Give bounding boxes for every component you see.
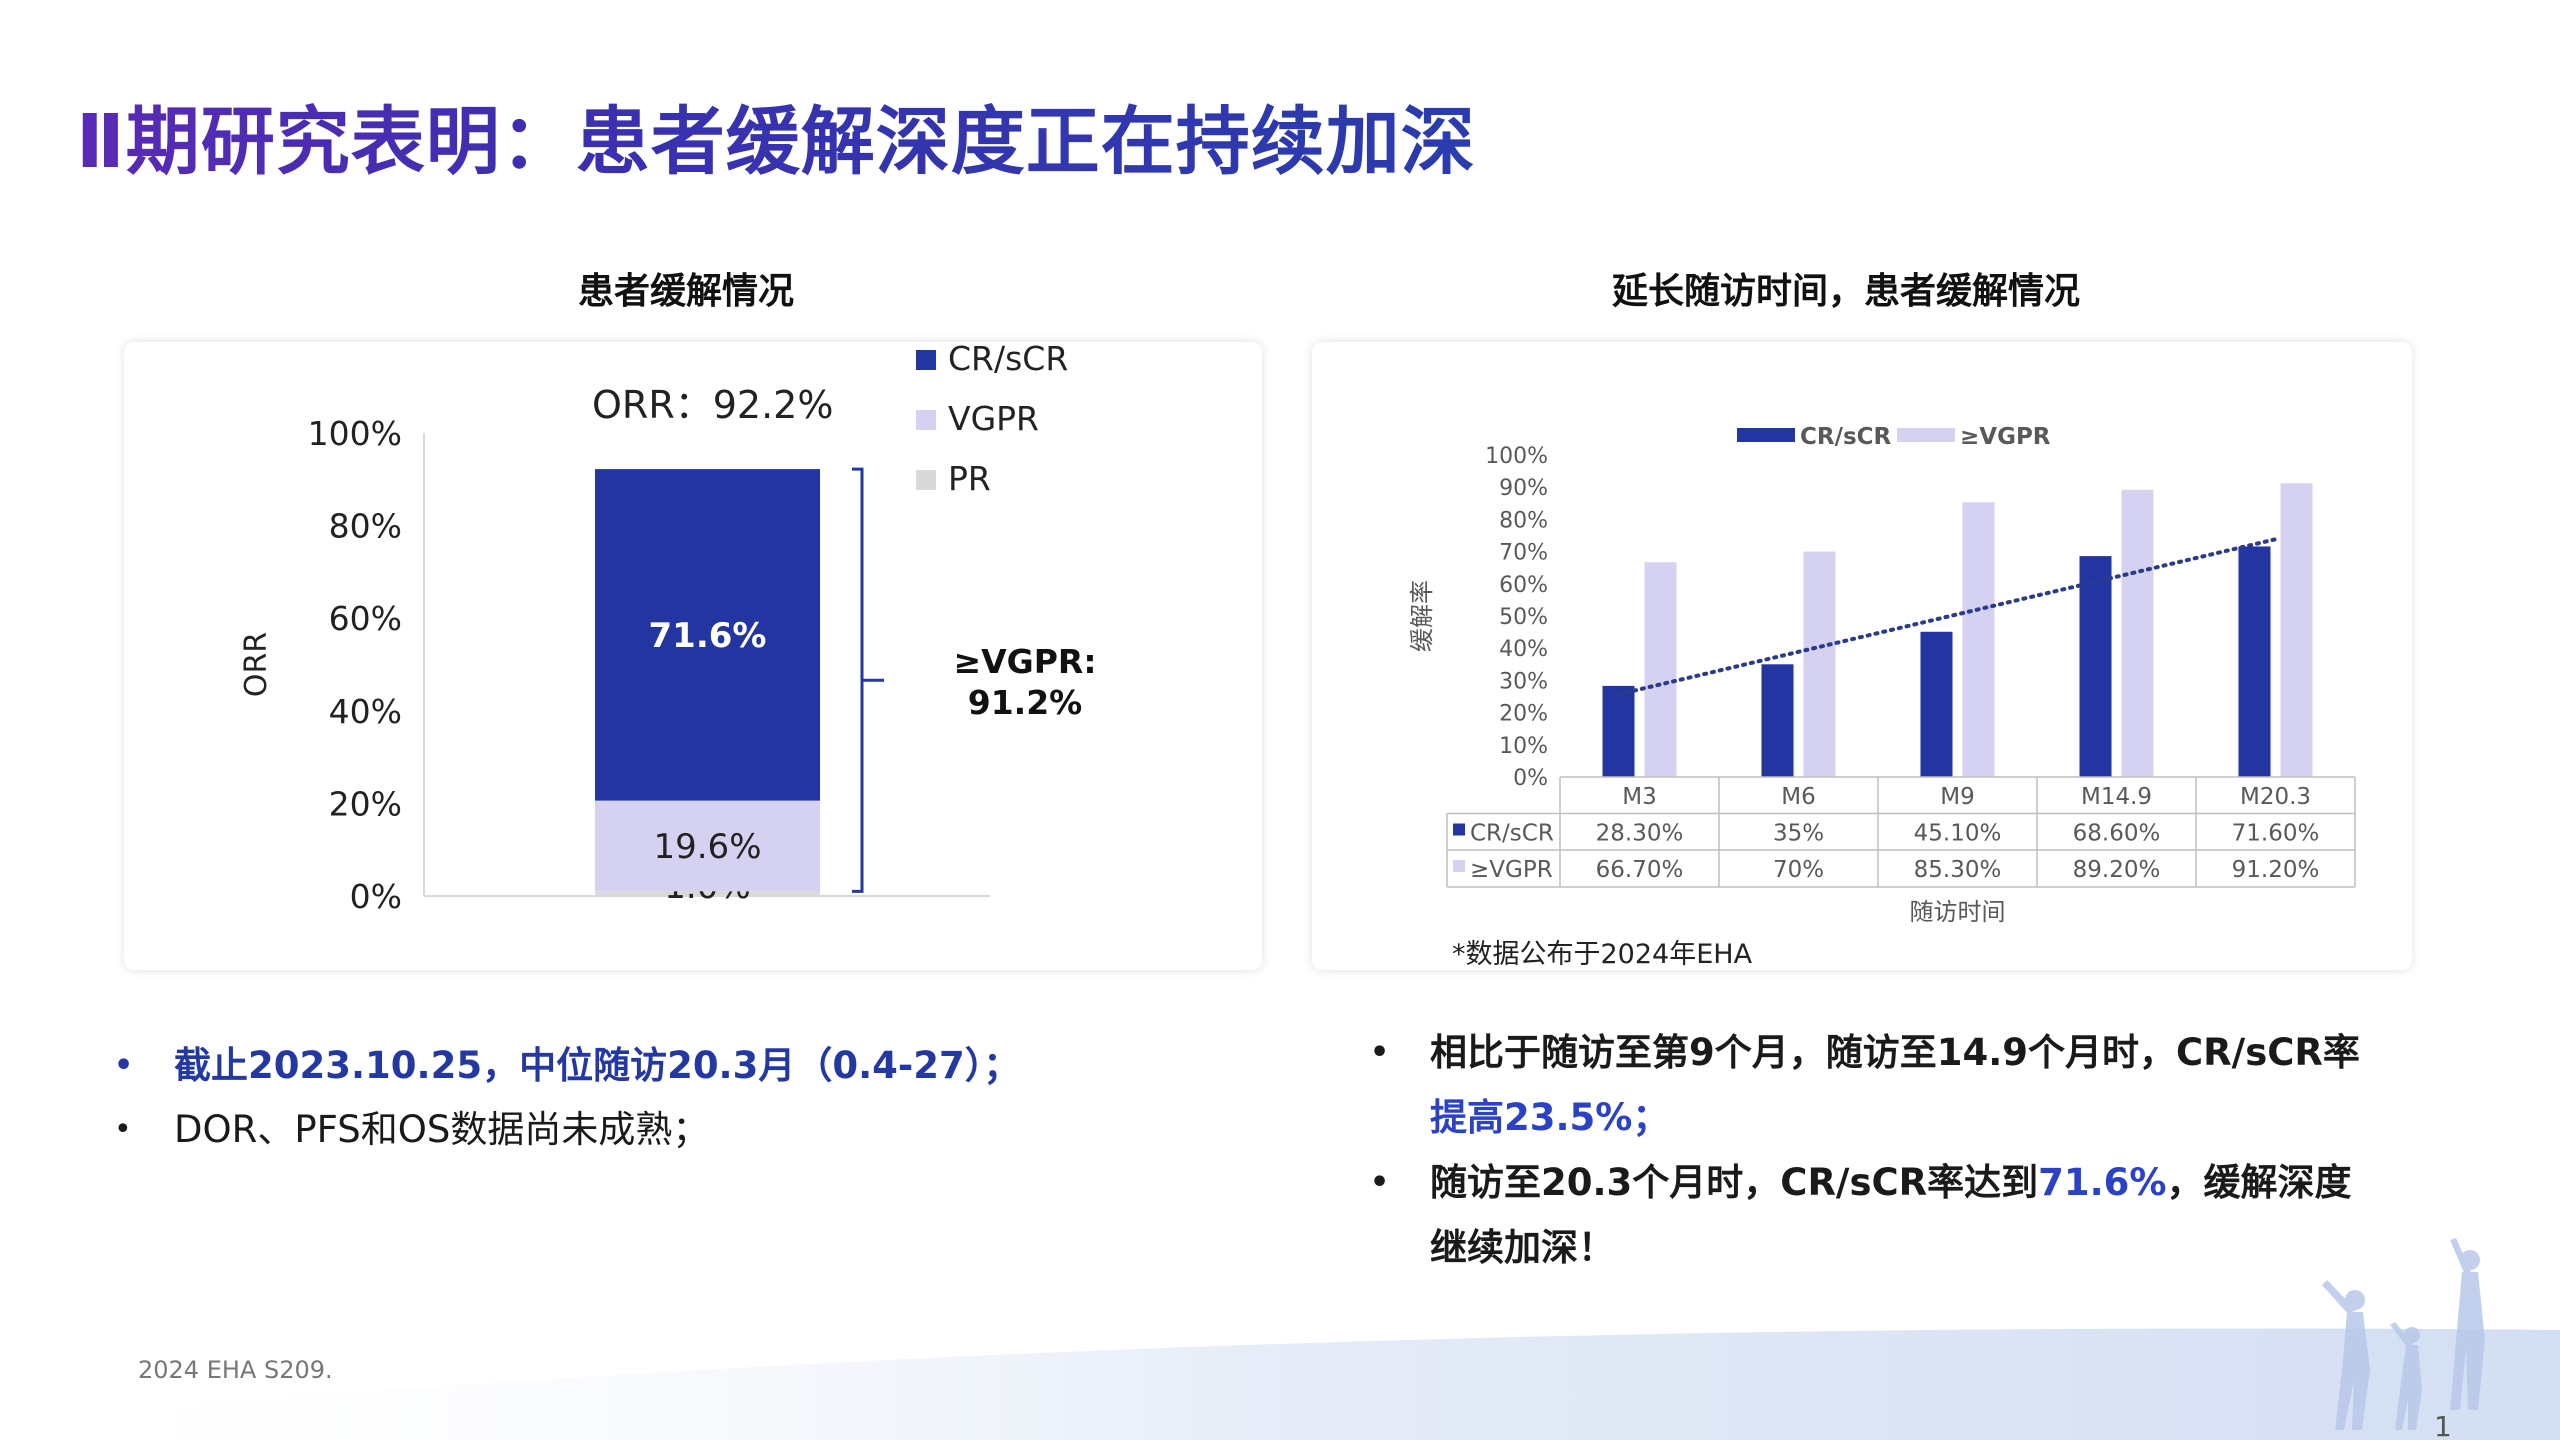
right-legend-label: ≥VGPR xyxy=(1960,424,2051,450)
left-legend-label: VGPR xyxy=(948,399,1039,438)
left-y-tick-label: 80% xyxy=(329,507,402,546)
left-bullet-2-text: DOR、PFS和OS数据尚未成熟； xyxy=(174,1108,710,1151)
right-bar-crscr xyxy=(1761,664,1794,777)
right-panel-title: 延长随访时间，患者缓解情况 xyxy=(1612,271,2081,312)
left-y-tick-label: 0% xyxy=(350,877,402,916)
table-cell-vgpr: 85.30% xyxy=(1914,857,2002,883)
right-y-tick-label: 70% xyxy=(1499,541,1548,566)
right-y-tick-label: 80% xyxy=(1499,508,1548,533)
left-y-tick-label: 40% xyxy=(329,692,402,731)
left-y-axis-title: ORR xyxy=(239,632,274,697)
right-bullet-list: • 相比于随访至第9个月，随访至14.9个月时，CR/sCR率提高23.5%； … xyxy=(1370,1020,2370,1280)
right-bullet-1-text: 相比于随访至第9个月，随访至14.9个月时，CR/sCR率 xyxy=(1430,1031,2360,1074)
right-bullet-2: • 随访至20.3个月时，CR/sCR率达到71.6%，缓解深度继续加深！ xyxy=(1370,1161,2352,1269)
left-legend-swatch xyxy=(916,410,936,430)
right-legend-swatch-crscr xyxy=(1737,428,1795,442)
right-x-category-label: M6 xyxy=(1781,784,1815,810)
left-bar-segment-pr xyxy=(595,891,820,896)
right-bar-vgpr xyxy=(1803,551,1836,777)
left-legend-label: CR/sCR xyxy=(948,339,1068,378)
left-y-tick-label: 20% xyxy=(329,784,402,823)
left-bullet-1: • 截止2023.10.25，中位随访20.3月（0.4-27）； xyxy=(114,1044,1021,1087)
orr-label: ORR：92.2% xyxy=(592,383,833,427)
right-legend-swatch-vgpr xyxy=(1897,428,1955,442)
right-y-tick-label: 0% xyxy=(1513,766,1548,791)
table-cell-crscr: 71.60% xyxy=(2232,821,2320,847)
table-row-key-crscr xyxy=(1453,823,1465,836)
right-bullet-2-text: 随访至20.3个月时，CR/sCR率达到 xyxy=(1430,1161,2039,1204)
right-bar-crscr xyxy=(2079,556,2112,777)
left-bullet-1-text: 截止2023.10.25，中位随访20.3月（0.4-27）； xyxy=(174,1044,1021,1087)
page-title: Ⅱ期研究表明：患者缓解深度正在持续加深 xyxy=(76,82,1476,189)
table-cell-vgpr: 70% xyxy=(1773,857,1824,883)
left-y-tick-label: 100% xyxy=(308,414,402,453)
right-bar-crscr xyxy=(2238,546,2271,777)
right-y-tick-label: 40% xyxy=(1499,637,1548,662)
left-bar-data-label: 19.6% xyxy=(653,827,761,867)
table-row-key-vgpr xyxy=(1453,860,1465,872)
right-y-tick-label: 50% xyxy=(1499,605,1548,630)
table-cell-crscr: 35% xyxy=(1773,821,1824,847)
bracket-label-line1: ≥VGPR: xyxy=(953,642,1096,681)
vgpr-bracket xyxy=(852,467,884,893)
table-cell-crscr: 68.60% xyxy=(2073,821,2161,847)
right-bullet-2-highlight: 71.6% xyxy=(2038,1161,2167,1204)
left-bar-segment-crscr xyxy=(595,469,820,801)
left-bullet-list: • 截止2023.10.25，中位随访20.3月（0.4-27）； • DOR、PF… xyxy=(114,1034,1214,1162)
right-x-category-label: M14.9 xyxy=(2081,784,2152,810)
right-bar-vgpr xyxy=(1962,502,1995,777)
source-note: *数据公布于2024年EHA xyxy=(1452,939,1753,970)
left-legend-swatch xyxy=(916,350,936,370)
right-bullet-1-highlight: 提高23.5%； xyxy=(1430,1096,1670,1139)
right-bar-vgpr xyxy=(2280,483,2313,777)
left-bar-segment-vgpr xyxy=(595,800,820,892)
page-number: 1 xyxy=(2434,1410,2452,1443)
crscr-trendline xyxy=(1616,537,2277,697)
right-bar-crscr xyxy=(1920,631,1953,777)
table-cell-crscr: 28.30% xyxy=(1596,821,1684,847)
table-cell-crscr: 45.10% xyxy=(1914,821,2002,847)
table-row-header: ≥VGPR xyxy=(1470,857,1553,883)
right-y-tick-label: 90% xyxy=(1499,476,1548,501)
right-bullet-2-text-end: ，缓解深度继续加深！ xyxy=(1430,1161,2352,1269)
left-legend-label: PR xyxy=(948,459,991,498)
table-row-header: CR/sCR xyxy=(1470,821,1554,847)
table-cell-vgpr: 91.20% xyxy=(2232,857,2320,883)
right-y-tick-label: 30% xyxy=(1499,669,1548,694)
right-y-tick-label: 20% xyxy=(1499,702,1548,727)
right-y-tick-label: 100% xyxy=(1485,444,1548,469)
right-bar-crscr xyxy=(1602,685,1635,777)
bracket-label-line2: 91.2% xyxy=(968,683,1083,722)
right-y-tick-label: 10% xyxy=(1499,734,1548,759)
table-cell-vgpr: 66.70% xyxy=(1596,857,1684,883)
citation-footnote: 2024 EHA S209. xyxy=(138,1356,333,1384)
left-legend-swatch xyxy=(916,470,936,490)
right-y-axis-title: 缓解率 xyxy=(1408,580,1436,652)
right-legend-label: CR/sCR xyxy=(1800,424,1892,450)
right-chart-card xyxy=(1312,342,2412,970)
left-bullet-2: • DOR、PFS和OS数据尚未成熟； xyxy=(114,1108,710,1151)
right-x-category-label: M20.3 xyxy=(2240,784,2311,810)
right-bullet-1: • 相比于随访至第9个月，随访至14.9个月时，CR/sCR率提高23.5%； xyxy=(1370,1031,2360,1139)
table-cell-vgpr: 89.20% xyxy=(2073,857,2161,883)
right-bar-vgpr xyxy=(1644,562,1677,777)
bottom-wave-decoration xyxy=(0,1328,2560,1440)
left-bar-data-label: 71.6% xyxy=(649,616,767,656)
right-bar-vgpr xyxy=(2121,489,2154,777)
right-y-tick-label: 60% xyxy=(1499,573,1548,598)
left-panel-title: 患者缓解情况 xyxy=(578,271,795,312)
right-x-axis-title: 随访时间 xyxy=(1910,898,2006,926)
celebrating-people-decoration xyxy=(2322,1238,2485,1430)
right-x-category-label: M9 xyxy=(1940,784,1974,810)
right-x-category-label: M3 xyxy=(1622,784,1656,810)
left-y-tick-label: 60% xyxy=(329,599,402,638)
